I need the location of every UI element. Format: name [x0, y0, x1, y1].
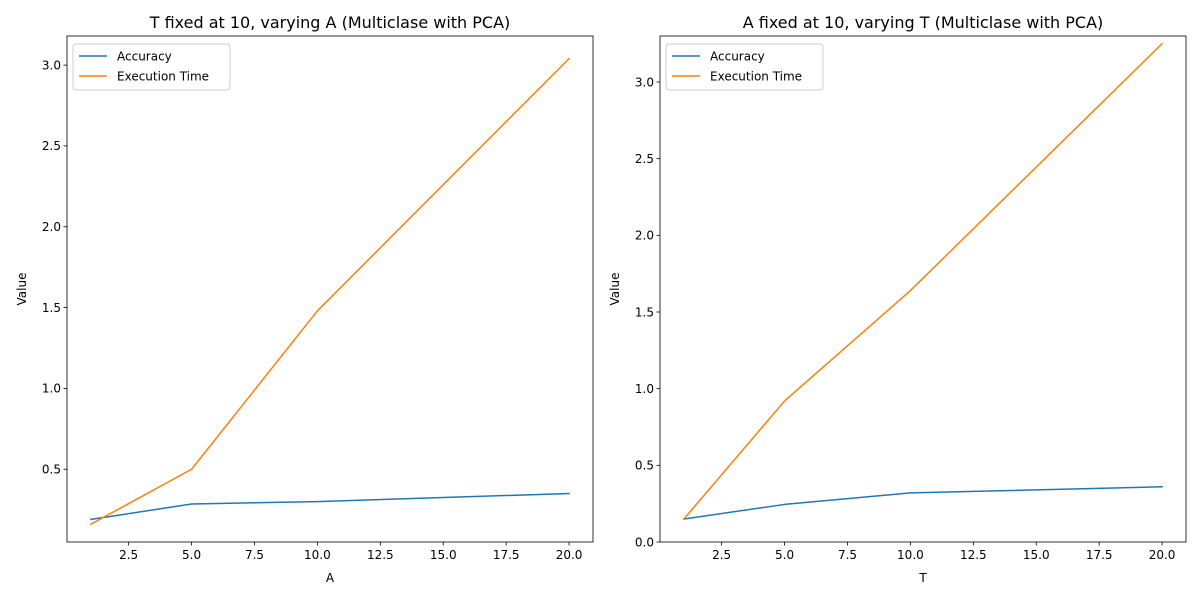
- y-tick-label: 1.0: [635, 382, 654, 396]
- legend: Accuracy Execution Time: [72, 43, 231, 91]
- x-tick-label: 5.0: [182, 548, 201, 562]
- y-tick-label: 3.0: [42, 58, 61, 72]
- x-tick-label: 20.0: [556, 548, 583, 562]
- y-axis-label: Value: [608, 273, 622, 306]
- x-tick-label: 12.5: [367, 548, 394, 562]
- legend-label-accuracy: Accuracy: [710, 49, 765, 63]
- chart-title: A fixed at 10, varying T (Multiclase wit…: [743, 13, 1104, 32]
- x-tick-label: 10.0: [304, 548, 331, 562]
- y-tick-label: 1.5: [635, 305, 654, 319]
- x-tick-label: 2.5: [712, 548, 731, 562]
- y-tick-label: 2.5: [635, 152, 654, 166]
- y-tick-label: 1.5: [42, 301, 61, 315]
- y-tick-label: 0.5: [42, 463, 61, 477]
- legend-box: [665, 43, 824, 91]
- x-tick-label: 17.5: [493, 548, 520, 562]
- x-tick-label: 7.5: [245, 548, 264, 562]
- y-tick-label: 2.0: [42, 220, 61, 234]
- y-tick-label: 1.0: [42, 382, 61, 396]
- chart-panel-2: 2.5 5.0 7.5 10.0 12.5 15.0 17.5 20.0 0.0 0.5 1.0 1.…: [608, 13, 1187, 585]
- chart-panel-1: 2.5 5.0 7.5 10.0 12.5 15.0 17.5 20.0 0.5 1.0 1.5 2.…: [15, 13, 594, 585]
- series-line-accuracy: [683, 486, 1163, 520]
- x-tick-label: 12.5: [960, 548, 987, 562]
- legend: Accuracy Execution Time: [665, 43, 824, 91]
- y-tick-label: 0.5: [635, 459, 654, 473]
- x-tick-label: 15.0: [1023, 548, 1050, 562]
- plot-frame: [66, 35, 594, 543]
- series-line-accuracy: [90, 492, 570, 521]
- series-line-execution-time: [89, 57, 571, 526]
- x-tick-label: 20.0: [1149, 548, 1176, 562]
- x-axis-label: T: [918, 571, 927, 585]
- x-tick-label: 5.0: [775, 548, 794, 562]
- legend-box: [72, 43, 231, 91]
- y-tick-label: 2.5: [42, 139, 61, 153]
- x-tick-label: 10.0: [897, 548, 924, 562]
- legend-label-accuracy: Accuracy: [117, 49, 172, 63]
- x-tick-label: 2.5: [119, 548, 138, 562]
- x-tick-label: 15.0: [430, 548, 457, 562]
- x-tick-label: 17.5: [1086, 548, 1113, 562]
- y-tick-label: 0.0: [635, 535, 654, 549]
- series-line-execution-time: [682, 42, 1164, 521]
- x-tick-label: 7.5: [838, 548, 857, 562]
- y-axis-label: Value: [15, 273, 29, 306]
- legend-label-execution-time: Execution Time: [117, 69, 209, 83]
- plot-frame: [659, 35, 1187, 543]
- y-tick-label: 3.0: [635, 75, 654, 89]
- chart-title: T fixed at 10, varying A (Multiclase wit…: [149, 13, 511, 32]
- y-tick-label: 2.0: [635, 229, 654, 243]
- legend-label-execution-time: Execution Time: [710, 69, 802, 83]
- x-axis-label: A: [326, 571, 335, 585]
